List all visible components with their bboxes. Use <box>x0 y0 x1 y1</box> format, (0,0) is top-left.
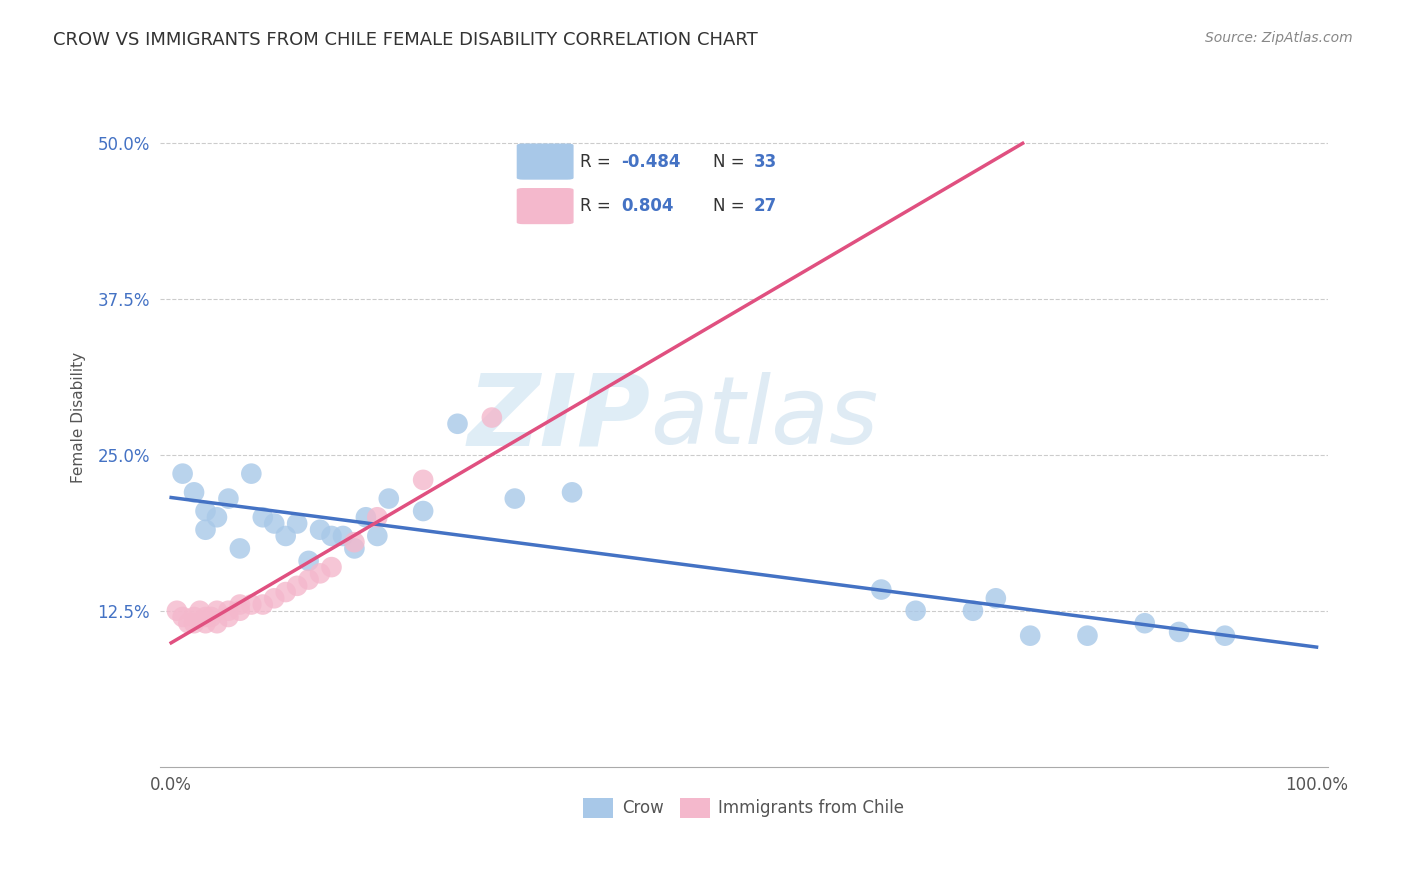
Point <box>481 410 503 425</box>
Point <box>274 585 297 599</box>
Text: Source: ZipAtlas.com: Source: ZipAtlas.com <box>1205 31 1353 45</box>
Point <box>217 610 239 624</box>
Text: 33: 33 <box>754 153 778 170</box>
Point <box>343 535 366 549</box>
Text: 0.804: 0.804 <box>621 197 673 215</box>
Point <box>285 516 308 531</box>
Point <box>177 616 200 631</box>
Point <box>366 510 388 524</box>
Point <box>172 610 194 624</box>
Point <box>240 467 263 481</box>
FancyBboxPatch shape <box>516 188 574 224</box>
Text: N =: N = <box>713 197 749 215</box>
Point <box>252 510 274 524</box>
Point <box>343 541 366 556</box>
Point <box>183 616 205 631</box>
Point <box>1213 629 1236 643</box>
Point <box>297 573 319 587</box>
Point <box>205 510 228 524</box>
Point <box>297 554 319 568</box>
Point <box>229 604 252 618</box>
Point <box>217 604 239 618</box>
Legend: Crow, Immigrants from Chile: Crow, Immigrants from Chile <box>576 791 911 824</box>
Point <box>962 604 984 618</box>
Text: R =: R = <box>579 197 616 215</box>
Point <box>229 541 252 556</box>
Point <box>240 598 263 612</box>
Point <box>309 566 332 581</box>
Point <box>354 510 377 524</box>
Point <box>332 529 354 543</box>
Point <box>321 529 343 543</box>
Point <box>378 491 401 506</box>
Point <box>172 467 194 481</box>
Point <box>984 591 1007 606</box>
Point <box>1133 616 1156 631</box>
Text: atlas: atlas <box>651 372 879 463</box>
Point <box>561 485 583 500</box>
Point <box>217 491 239 506</box>
Point <box>412 473 434 487</box>
Point <box>200 610 222 624</box>
Point <box>412 504 434 518</box>
Point <box>904 604 927 618</box>
Point <box>1019 629 1042 643</box>
Point <box>309 523 332 537</box>
Text: R =: R = <box>579 153 616 170</box>
Point <box>205 604 228 618</box>
Point <box>194 616 217 631</box>
Point <box>263 591 285 606</box>
Point <box>366 529 388 543</box>
Point <box>166 604 188 618</box>
FancyBboxPatch shape <box>516 144 574 179</box>
Text: -0.484: -0.484 <box>621 153 681 170</box>
Point <box>183 610 205 624</box>
Text: N =: N = <box>713 153 749 170</box>
Point <box>263 516 285 531</box>
Point <box>321 560 343 574</box>
Text: CROW VS IMMIGRANTS FROM CHILE FEMALE DISABILITY CORRELATION CHART: CROW VS IMMIGRANTS FROM CHILE FEMALE DIS… <box>53 31 758 49</box>
Point <box>446 417 468 431</box>
Point <box>194 610 217 624</box>
Point <box>252 598 274 612</box>
Point <box>1168 624 1191 639</box>
Point <box>503 491 526 506</box>
Point <box>205 616 228 631</box>
Point <box>1076 629 1098 643</box>
Point <box>229 598 252 612</box>
Point <box>188 604 211 618</box>
Y-axis label: Female Disability: Female Disability <box>72 352 86 483</box>
Point <box>194 523 217 537</box>
Text: 27: 27 <box>754 197 778 215</box>
Point <box>285 579 308 593</box>
Point <box>194 504 217 518</box>
Point <box>183 485 205 500</box>
Point <box>274 529 297 543</box>
Point <box>870 582 893 597</box>
Text: ZIP: ZIP <box>467 369 651 466</box>
